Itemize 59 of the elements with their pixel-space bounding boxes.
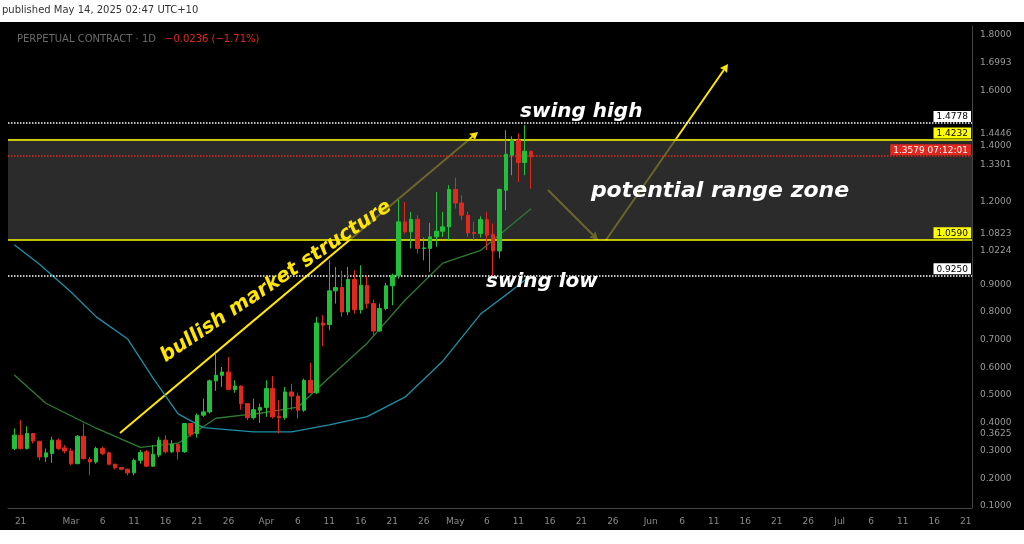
y-tick-label: 0.8000 bbox=[980, 306, 1012, 317]
x-tick-label: 26 bbox=[802, 515, 815, 526]
x-tick-label: Mar bbox=[62, 515, 80, 526]
y-tick-label: 0.7000 bbox=[980, 334, 1012, 345]
x-tick-label: 11 bbox=[512, 515, 525, 526]
x-tick-label: 6 bbox=[294, 515, 301, 526]
y-tick-label: 1.0823 bbox=[980, 228, 1012, 239]
y-tick-label: 1.4446 bbox=[980, 127, 1012, 138]
y-tick-label: 1.8000 bbox=[980, 29, 1012, 40]
y-tick-label: 0.9000 bbox=[980, 278, 1012, 289]
text: published May 14, 2025 02:47 UTC+10 bbox=[2, 4, 199, 15]
x-tick-label: 11 bbox=[896, 515, 909, 526]
annotation: swing high bbox=[520, 98, 643, 122]
band-label: potential range zone bbox=[589, 176, 850, 202]
x-tick-label: 16 bbox=[159, 515, 172, 526]
x-tick-label: 16 bbox=[544, 515, 556, 526]
y-tick-label: 0.5000 bbox=[980, 389, 1012, 400]
y-tick-label: 1.2000 bbox=[980, 195, 1012, 206]
y-tick-label: 0.4000 bbox=[980, 417, 1012, 428]
x-tick-label: 11 bbox=[128, 515, 140, 526]
y-tick-label: 1.4000 bbox=[980, 140, 1012, 151]
y-tick-label: 0.3000 bbox=[980, 444, 1012, 455]
y-tick-label: 0.2000 bbox=[980, 472, 1012, 483]
x-tick-label: 26 bbox=[607, 515, 619, 526]
text: −0.0236 (−1.71%) bbox=[165, 32, 260, 44]
y-tick-label: 0.6000 bbox=[980, 361, 1012, 372]
ref-line-label: 1.4232 bbox=[936, 128, 968, 139]
x-tick-label: 16 bbox=[739, 515, 752, 526]
x-tick-label: 26 bbox=[222, 515, 235, 526]
x-tick-label: 26 bbox=[418, 515, 430, 526]
y-tick-label: 1.3301 bbox=[980, 159, 1012, 170]
x-tick-label: 11 bbox=[707, 515, 720, 526]
ref-line-label: 0.9250 bbox=[936, 263, 969, 274]
y-tick-label: 1.6000 bbox=[980, 84, 1012, 95]
ref-line-label: 1.3579 07:12:01 bbox=[893, 144, 968, 155]
x-tick-label: 21 bbox=[575, 515, 588, 526]
x-tick-label: Jul bbox=[833, 515, 846, 526]
x-tick-label: 6 bbox=[868, 515, 875, 526]
x-tick-label: 16 bbox=[355, 515, 367, 526]
x-tick-label: 16 bbox=[928, 515, 941, 526]
x-tick-label: 11 bbox=[323, 515, 336, 526]
x-tick-label: 6 bbox=[483, 515, 490, 526]
x-tick-label: Apr bbox=[258, 515, 275, 526]
y-tick-label: 1.6993 bbox=[980, 57, 1012, 68]
x-tick-label: 6 bbox=[99, 515, 106, 526]
ref-line-label: 1.4778 bbox=[936, 111, 969, 122]
ref-line-label: 1.0590 bbox=[936, 227, 969, 238]
x-tick-label: 21 bbox=[770, 515, 783, 526]
x-tick-label: 21 bbox=[191, 515, 203, 526]
y-tick-label: 0.1000 bbox=[980, 500, 1012, 511]
x-tick-label: 21 bbox=[386, 515, 399, 526]
x-tick-label: 6 bbox=[679, 515, 686, 526]
y-tick-label: 1.0224 bbox=[980, 244, 1012, 255]
x-tick-label: 21 bbox=[959, 515, 972, 526]
y-tick-label: 0.3625 bbox=[980, 427, 1012, 438]
text: PERPETUAL CONTRACT · 1D bbox=[17, 32, 157, 44]
x-tick-label: May bbox=[446, 515, 466, 526]
x-tick-label: Jun bbox=[642, 515, 658, 526]
x-tick-label: 21 bbox=[14, 515, 27, 526]
